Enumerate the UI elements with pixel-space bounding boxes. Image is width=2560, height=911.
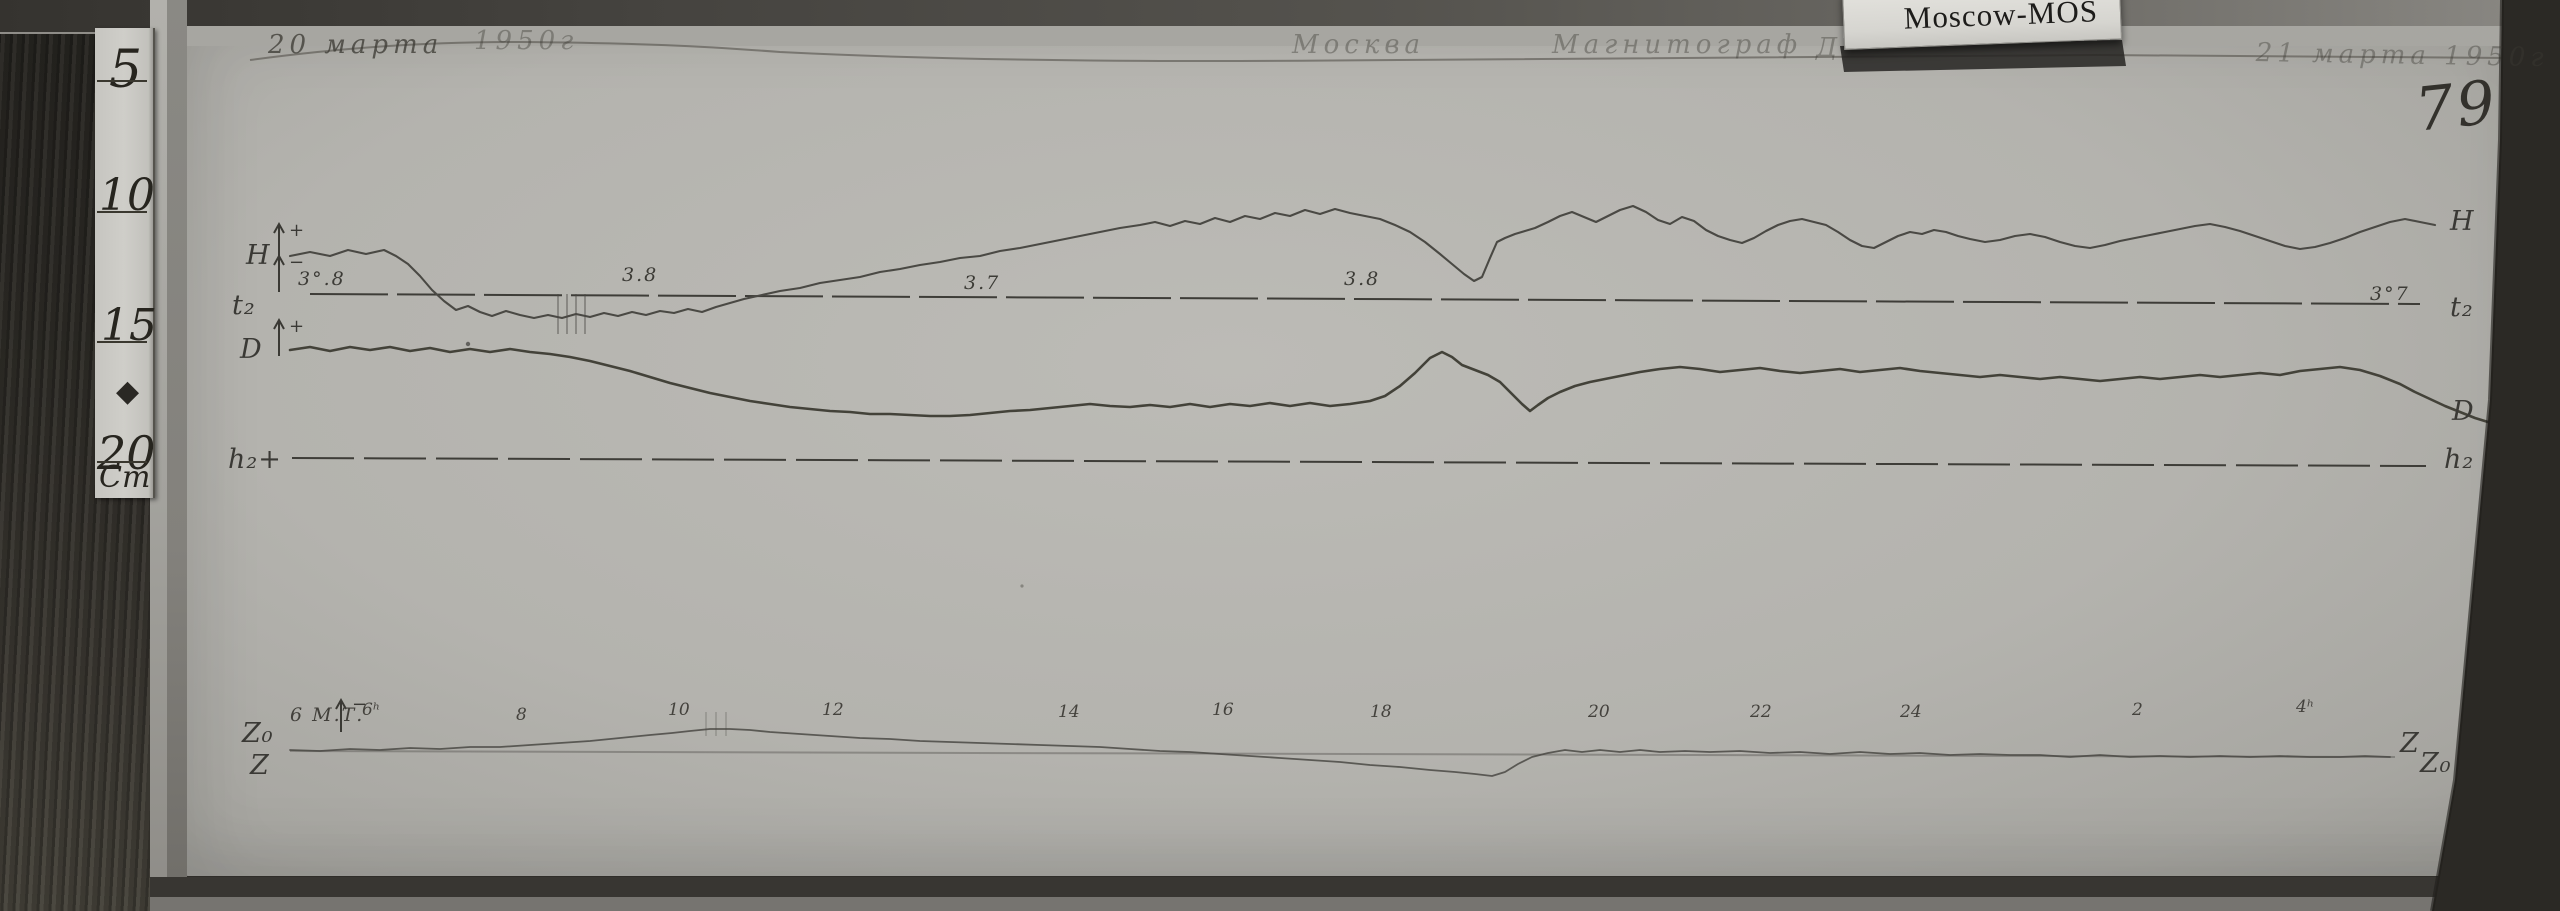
ruler-tick [97, 211, 147, 213]
ruler-number-5: 5 [109, 40, 143, 100]
board-edge-strip [167, 0, 187, 911]
cm-ruler: 5 10 15 20 Cm [95, 28, 157, 498]
magnetogram-paper [186, 46, 2508, 876]
ruler-number-10: 10 [99, 170, 155, 221]
bottom-gap-shadow [150, 877, 2560, 898]
observatory-label-text: Moscow-MOS [1903, 0, 2099, 36]
ruler-number-20: 20 [97, 426, 156, 480]
ruler-tick [97, 461, 147, 463]
ruler-number-15: 15 [101, 300, 157, 351]
ruler-unit-label: Cm [99, 460, 151, 495]
bottom-shelf-strip [150, 897, 2560, 911]
ruler-tick [97, 341, 147, 343]
ruler-tick [97, 80, 147, 82]
